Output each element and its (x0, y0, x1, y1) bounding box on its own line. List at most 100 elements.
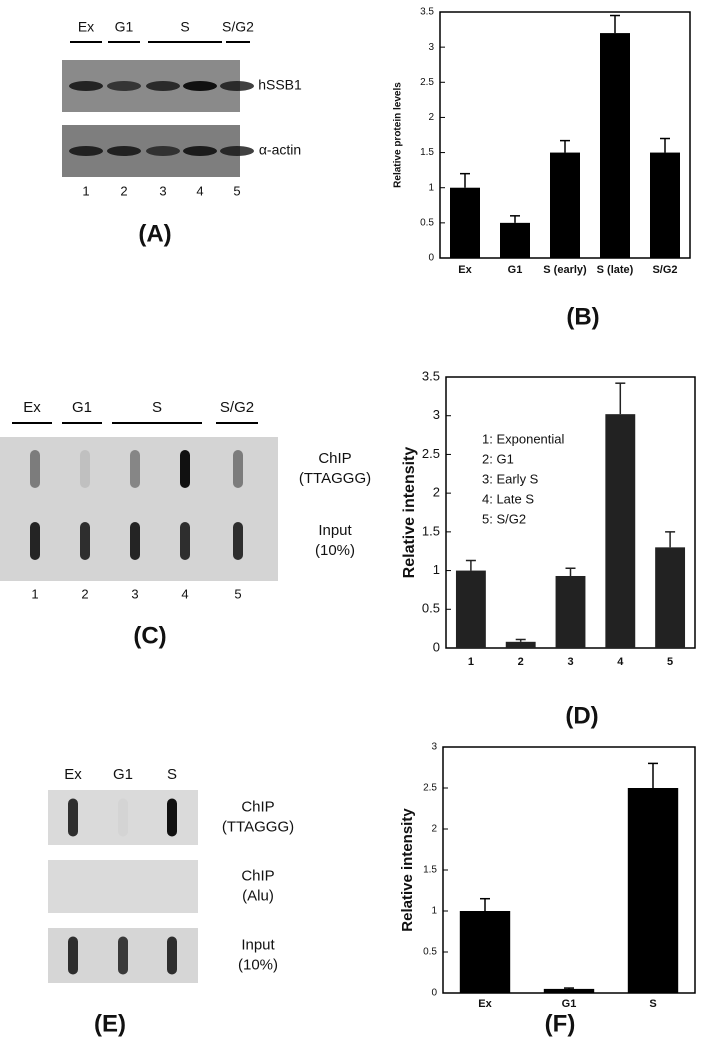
y-tick-label: 2 (431, 824, 437, 835)
panel-label: (E) (94, 1010, 126, 1037)
x-tick-label: G1 (507, 264, 523, 276)
y-tick-label: 1 (431, 906, 437, 917)
blot-row-label: Input (318, 522, 352, 539)
y-tick-label: 0.5 (420, 217, 434, 228)
y-tick-label: 2.5 (423, 783, 437, 794)
panel-label: (F) (545, 1010, 576, 1037)
blot-band (167, 798, 177, 837)
blot-band (80, 522, 90, 560)
blot-band (30, 450, 40, 488)
lane-group-label: G1 (72, 399, 92, 416)
annotation: 2: G1 (482, 451, 514, 466)
lane-group-label: G1 (113, 766, 133, 783)
y-tick-label: 2.5 (420, 77, 434, 88)
panel-label: (D) (565, 702, 598, 729)
bar (500, 222, 530, 258)
lane-group-label: S (152, 399, 162, 416)
y-tick-label: 3.5 (420, 7, 434, 18)
y-axis-label: Relative intensity (399, 808, 416, 932)
blot-band (180, 522, 190, 560)
bar (543, 988, 595, 993)
bar (505, 641, 536, 648)
lane-number: 3 (131, 586, 138, 601)
blot-band (130, 450, 140, 488)
y-tick-label: 2 (433, 485, 440, 500)
lane-group-label: S/G2 (222, 19, 254, 35)
blot-band (68, 936, 78, 975)
blot-band (107, 146, 141, 156)
lane-number: 1 (31, 586, 38, 601)
lane-group-label: S (167, 766, 177, 783)
blot-band (220, 81, 254, 91)
lane-group-label: S (180, 19, 189, 35)
y-axis-label: Relative protein levels (393, 82, 404, 188)
y-tick-label: 2 (428, 112, 434, 123)
x-tick-label: 3 (567, 656, 574, 668)
x-tick-label: G1 (561, 998, 577, 1010)
blot-row-label: ChIP (241, 867, 274, 884)
blot-band (118, 799, 128, 837)
blot-band (146, 81, 180, 91)
lane-number: 2 (120, 183, 127, 198)
y-tick-label: 3 (431, 742, 437, 753)
lane-number: 5 (233, 183, 240, 198)
blot-row-label: Input (241, 936, 275, 953)
x-tick-label: Ex (458, 264, 472, 276)
x-tick-label: 2 (517, 656, 524, 668)
blot-band (167, 936, 177, 975)
blot-band (233, 450, 243, 488)
blot-row-label: ChIP (241, 798, 274, 815)
y-tick-label: 0 (428, 253, 434, 264)
bar (455, 570, 486, 648)
lane-number: 2 (81, 586, 88, 601)
bar (605, 414, 636, 648)
bar (655, 547, 686, 648)
y-tick-label: 0.5 (423, 947, 437, 958)
bar (650, 152, 680, 258)
blot-band (118, 936, 128, 975)
lane-number: 1 (82, 183, 89, 198)
bar (459, 911, 511, 993)
annotation: 4: Late S (482, 491, 534, 506)
bar (550, 152, 580, 258)
lane-group-label: Ex (78, 19, 94, 35)
y-tick-label: 0 (431, 988, 437, 999)
blot-band (146, 146, 180, 156)
x-tick-label: S (649, 998, 657, 1010)
annotation: 1: Exponential (482, 431, 565, 446)
x-tick-label: 1 (467, 656, 474, 668)
lane-number: 4 (196, 183, 203, 198)
y-tick-label: 1 (428, 182, 434, 193)
y-tick-label: 1.5 (422, 523, 440, 538)
panel-label: (B) (566, 303, 599, 330)
bar (555, 575, 586, 648)
y-tick-label: 1 (433, 562, 440, 577)
x-tick-label: Ex (478, 998, 492, 1010)
blot-row-label: (10%) (238, 956, 278, 973)
bar (627, 788, 679, 993)
x-tick-label: 5 (667, 656, 674, 668)
blot-row-label: α-actin (259, 142, 301, 158)
panel-label: (A) (138, 220, 171, 247)
y-tick-label: 0 (433, 639, 440, 654)
annotation: 5: S/G2 (482, 511, 526, 526)
blot-band (180, 450, 190, 488)
panel-label: (C) (133, 622, 166, 649)
y-tick-label: 0.5 (422, 601, 440, 616)
y-tick-label: 3.5 (422, 368, 440, 383)
lane-group-label: Ex (64, 766, 82, 783)
blot-band (69, 81, 103, 91)
blot-band (233, 522, 243, 560)
x-tick-label: S (early) (543, 264, 587, 276)
blot-band (107, 81, 141, 91)
lane-number: 4 (181, 586, 188, 601)
blot-band (183, 81, 217, 91)
blot-band (30, 522, 40, 560)
lane-group-label: G1 (115, 19, 134, 35)
x-tick-label: 4 (617, 656, 624, 668)
blot-row-label: (TTAGGG) (299, 470, 371, 487)
blot-band (220, 146, 254, 156)
blot-row-label: ChIP (318, 450, 351, 467)
blot-band (68, 798, 78, 837)
